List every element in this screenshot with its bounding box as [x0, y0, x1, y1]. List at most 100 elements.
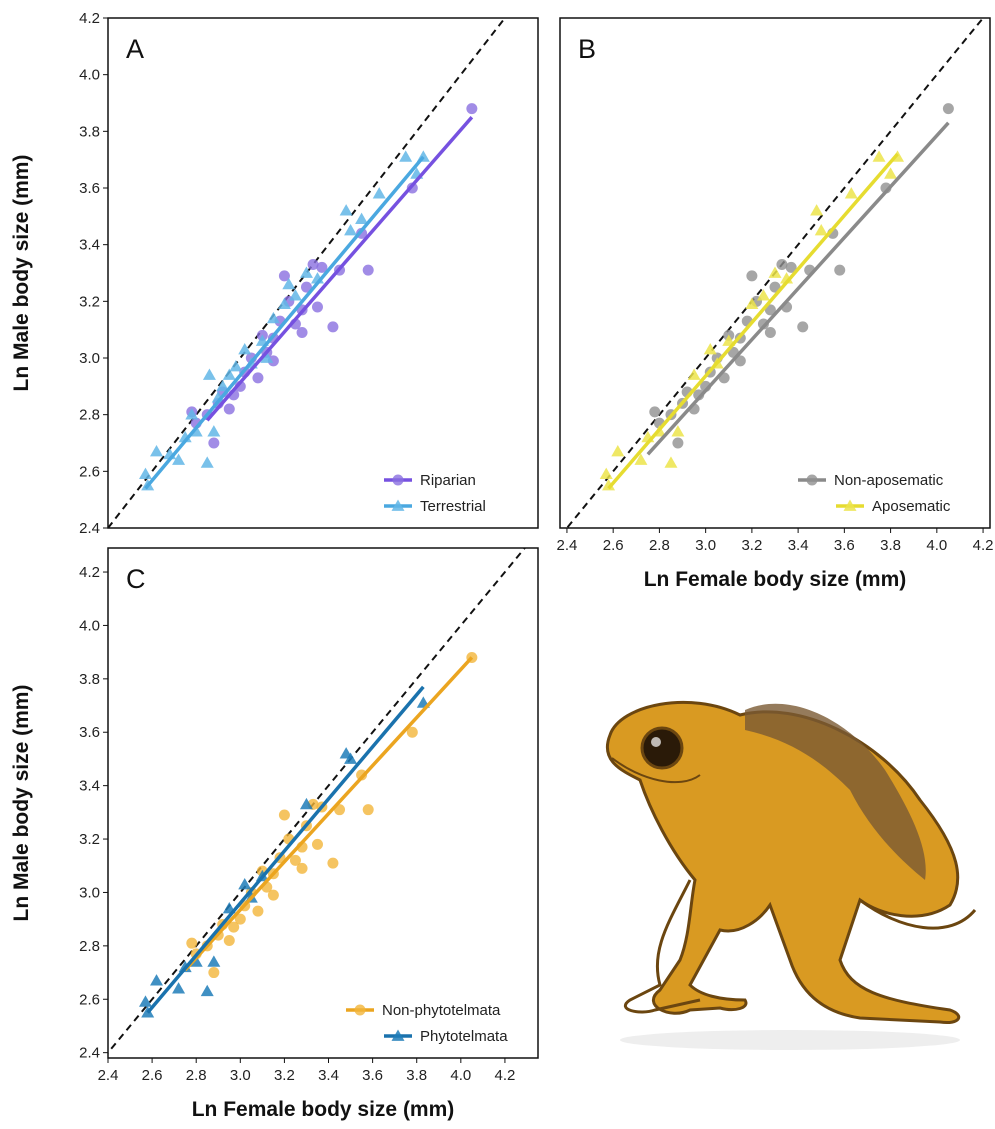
point	[185, 408, 199, 420]
y-tick-label: 4.0	[79, 67, 100, 84]
point	[296, 862, 308, 874]
point	[223, 403, 235, 415]
point	[267, 355, 279, 367]
x-tick-label: 3.8	[406, 1067, 427, 1084]
point	[884, 167, 898, 179]
legend-label: Riparian	[420, 472, 476, 489]
panel: 2.4 2.6 2.8 3.0 3.2 3.4 3.6 3.8 4.0 4.2 2.4 2.6 2.8 3…	[10, 547, 539, 1121]
point	[602, 479, 616, 491]
fit-line	[146, 685, 425, 1014]
x-tick-label: 4.2	[973, 537, 994, 554]
point	[307, 259, 319, 270]
fit-line	[183, 656, 474, 972]
point	[222, 368, 236, 380]
y-tick-label: 3.2	[79, 293, 100, 310]
point	[202, 368, 216, 380]
point	[671, 425, 685, 437]
point	[200, 456, 214, 468]
fit-line	[205, 116, 474, 422]
y-tick-label: 4.2	[79, 564, 100, 581]
point	[207, 425, 221, 437]
point	[355, 212, 369, 225]
point	[746, 270, 758, 282]
point	[216, 379, 230, 392]
fit-line	[607, 152, 899, 490]
legend-label: Non-aposematic	[834, 472, 944, 489]
point	[316, 261, 328, 273]
point	[299, 266, 313, 278]
point	[228, 921, 240, 933]
x-tick-label: 4.0	[926, 537, 947, 554]
x-tick-label: 2.8	[649, 537, 670, 554]
axes-frame	[107, 547, 539, 1059]
x-axis-label: Ln Female body size (mm)	[192, 1098, 455, 1121]
point	[252, 905, 264, 917]
x-tick-label: 3.0	[695, 537, 716, 554]
point	[200, 984, 214, 997]
point	[260, 351, 274, 363]
x-tick-label: 3.2	[274, 1067, 295, 1084]
legend-label: Aposematic	[872, 498, 951, 515]
y-tick-label: 3.0	[79, 884, 100, 901]
x-tick-label: 2.6	[603, 537, 624, 554]
point	[844, 187, 858, 199]
panel-label: C	[126, 564, 146, 594]
y-tick-label: 2.4	[79, 520, 100, 537]
point	[234, 913, 246, 925]
point	[252, 372, 264, 384]
point	[344, 224, 358, 236]
x-tick-label: 2.8	[186, 1067, 207, 1084]
point	[277, 297, 291, 310]
frog-thigh	[859, 898, 977, 930]
point	[296, 327, 308, 338]
legend-marker	[354, 1004, 366, 1016]
panel: 2.4 2.6 2.8 3.0 3.2 3.4 3.6 3.8 4.0 4.2 B Ln Female…	[557, 17, 994, 591]
y-tick-label: 4.2	[79, 10, 100, 27]
point	[138, 467, 152, 480]
point	[362, 804, 374, 816]
point	[687, 368, 701, 380]
frog-shadow	[620, 1030, 960, 1050]
point	[172, 982, 186, 994]
frog-eye	[640, 726, 684, 770]
legend-marker	[391, 1029, 405, 1041]
panel: 2.4 2.6 2.8 3.0 3.2 3.4 3.6 3.8 4.0 4.2 A Ln Male b…	[10, 10, 539, 537]
y-tick-label: 2.4	[79, 1045, 100, 1062]
point	[266, 311, 280, 324]
identity-line	[108, 548, 527, 1055]
x-tick-label: 3.6	[362, 1067, 383, 1084]
x-tick-label: 2.4	[98, 1067, 119, 1084]
legend-marker	[843, 499, 857, 511]
point	[267, 889, 279, 901]
point	[327, 321, 339, 333]
plot-area	[108, 548, 527, 1055]
point	[208, 437, 220, 449]
point	[611, 445, 625, 457]
x-tick-label: 3.0	[230, 1067, 251, 1084]
x-tick-label: 4.0	[450, 1067, 471, 1084]
frog-illustration	[605, 700, 977, 1050]
x-tick-label: 3.8	[880, 537, 901, 554]
y-axis-label: Ln Male body size (mm)	[10, 155, 33, 392]
point	[764, 327, 776, 338]
x-axis-label: Ln Female body size (mm)	[644, 568, 907, 591]
point	[300, 281, 312, 293]
x-tick-label: 2.6	[142, 1067, 163, 1084]
point	[186, 937, 198, 949]
point	[672, 437, 684, 449]
point	[768, 266, 782, 278]
legend-label: Terrestrial	[420, 498, 486, 515]
plot-area	[565, 18, 985, 528]
y-tick-label: 3.8	[79, 671, 100, 688]
x-tick-label: 3.4	[788, 537, 809, 554]
point	[282, 277, 296, 290]
y-tick-label: 2.8	[79, 407, 100, 424]
point	[362, 264, 374, 276]
point	[664, 456, 678, 468]
legend-label: Phytotelmata	[420, 1028, 508, 1045]
panel-label: B	[578, 34, 596, 64]
point	[814, 224, 828, 236]
fit-line	[144, 155, 425, 490]
y-tick-label: 2.6	[79, 463, 100, 480]
